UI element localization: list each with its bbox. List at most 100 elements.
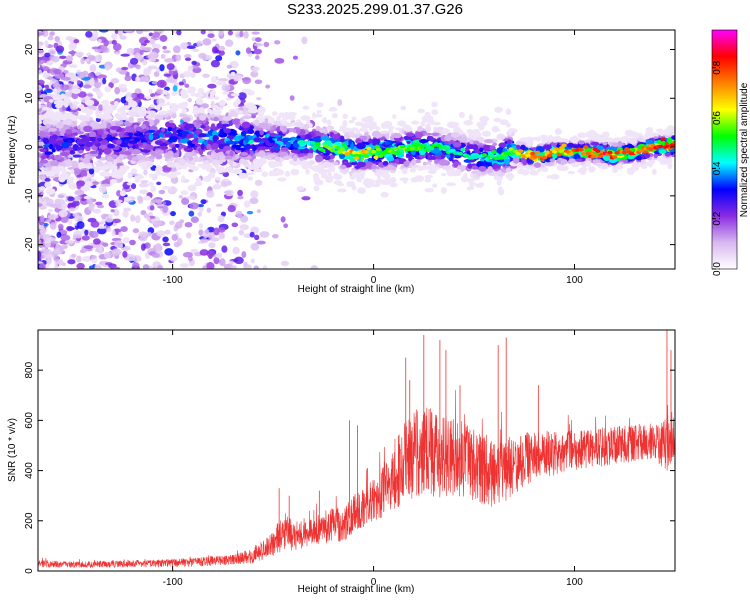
spectrogram-cell [551, 136, 562, 142]
spectrogram-cell [52, 88, 58, 94]
spectrogram-cell [311, 112, 317, 119]
spectrogram-cell [212, 134, 219, 142]
spectrogram-cell [476, 121, 487, 128]
spectrogram-cell [166, 101, 171, 106]
spectrogram-cell [158, 110, 169, 115]
spectrogram-cell [187, 65, 194, 72]
spectrogram-cell [326, 119, 332, 126]
spectrogram-cell [585, 131, 593, 138]
spectrogram-ridge-cell [568, 152, 574, 156]
spectrogram-cell [52, 82, 61, 89]
spectrogram-cell [211, 38, 217, 42]
spectrogram-cell [434, 159, 439, 165]
spectrogram-cell [225, 97, 232, 101]
spectrogram-cell [221, 83, 231, 92]
spectrogram-cell [104, 131, 109, 135]
spectrogram-cell [469, 140, 474, 145]
spectrogram-cell [250, 258, 256, 264]
spectrogram-cell [471, 140, 480, 145]
spectrogram-cell [72, 168, 82, 175]
spectrogram-cell [440, 187, 447, 194]
spectrogram-cell [139, 76, 149, 83]
spectrogram-cell [53, 100, 59, 105]
spectrogram-cell [162, 236, 169, 243]
spectrogram-cell [424, 111, 431, 117]
spectrogram-cell [72, 154, 83, 158]
spectrogram-cell [302, 148, 310, 154]
spectrogram-cell [128, 100, 138, 108]
spectrogram-cell [148, 133, 154, 141]
spectrogram-cell [58, 209, 68, 218]
spectrogram-cell [164, 86, 170, 91]
spectrogram-cell [476, 136, 485, 143]
spectrogram-cell [63, 69, 69, 74]
spectrogram-cell [258, 150, 266, 157]
spectrogram-cell [596, 145, 604, 151]
spectrogram-cell [110, 78, 120, 84]
spectrogram-cell [424, 178, 431, 183]
spectrogram-cell [152, 266, 157, 269]
spectrogram-cell [496, 133, 506, 141]
spectrogram-cell [199, 249, 209, 256]
spectrogram-cell [53, 154, 63, 160]
spectrogram-cell [182, 70, 192, 78]
spectrogram-cell [151, 80, 158, 85]
spectrogram-cell [268, 136, 273, 142]
spectrogram-cell [206, 168, 211, 172]
spectrogram-cell [83, 195, 92, 200]
spectrogram-cell [130, 183, 137, 190]
spectrogram-cell [460, 175, 469, 183]
spectrogram-cell [630, 166, 639, 172]
spectrogram-cell [45, 188, 56, 195]
spectrogram-cell [197, 87, 205, 94]
spectrogram-cell [612, 167, 619, 173]
spectrogram-cell [572, 145, 580, 149]
spectrogram-cell [611, 142, 619, 147]
spectrogram-cell [617, 140, 623, 148]
spectrogram-cell [122, 142, 128, 148]
spectrogram-cell [209, 237, 220, 242]
spectrogram-cell [206, 190, 215, 198]
spectrogram-cell [314, 155, 324, 162]
spectrogram-cell [132, 255, 142, 263]
spectrogram-cell [69, 103, 78, 110]
spectrogram-cell [432, 183, 438, 188]
spectrogram-cell [667, 162, 673, 170]
spectrogram-cell [190, 216, 199, 224]
spectrogram-cell [44, 40, 49, 48]
spectrogram-ridge-cell [436, 143, 442, 148]
spectrogram-cell [197, 211, 203, 217]
spectrogram-cell [58, 162, 66, 167]
spectrogram-cell [238, 172, 249, 179]
spectrogram-cell [213, 96, 220, 100]
spectrogram-cell [247, 172, 255, 176]
spectrogram-cell [238, 92, 247, 100]
spectrogram-cell [209, 93, 214, 100]
spectrogram-cell [213, 153, 221, 157]
spectrogram-cell [601, 162, 609, 168]
spectrogram-cell [212, 184, 222, 190]
spectrogram-cell [166, 161, 175, 168]
spectrogram-cell [45, 219, 52, 223]
spectrogram-cell [79, 115, 89, 122]
spectrogram-cell [340, 164, 347, 170]
spectrogram-cell [492, 142, 497, 147]
spectrogram-cell [342, 120, 348, 127]
spectrogram-ridge-cell [392, 146, 398, 151]
spectrogram-cell [221, 245, 228, 253]
spectrogram-cell [348, 120, 355, 124]
spectrogram-cell [342, 113, 348, 120]
spectrogram-cell [110, 178, 118, 184]
spectrogram-cell [38, 32, 45, 36]
spectrogram-cell [309, 148, 314, 154]
spectrogram-cell [220, 123, 231, 127]
spectrogram-ridge-cell [375, 147, 382, 152]
spectrogram-cell [418, 139, 429, 144]
spectrogram-cell [313, 185, 320, 192]
spectrogram-cells [38, 30, 675, 269]
spectrogram-cell [169, 220, 175, 226]
spectrogram-cell [424, 174, 433, 179]
spectrogram-cell [482, 144, 492, 152]
spectrogram-cell [172, 130, 177, 136]
spectrogram-cell [300, 115, 311, 121]
